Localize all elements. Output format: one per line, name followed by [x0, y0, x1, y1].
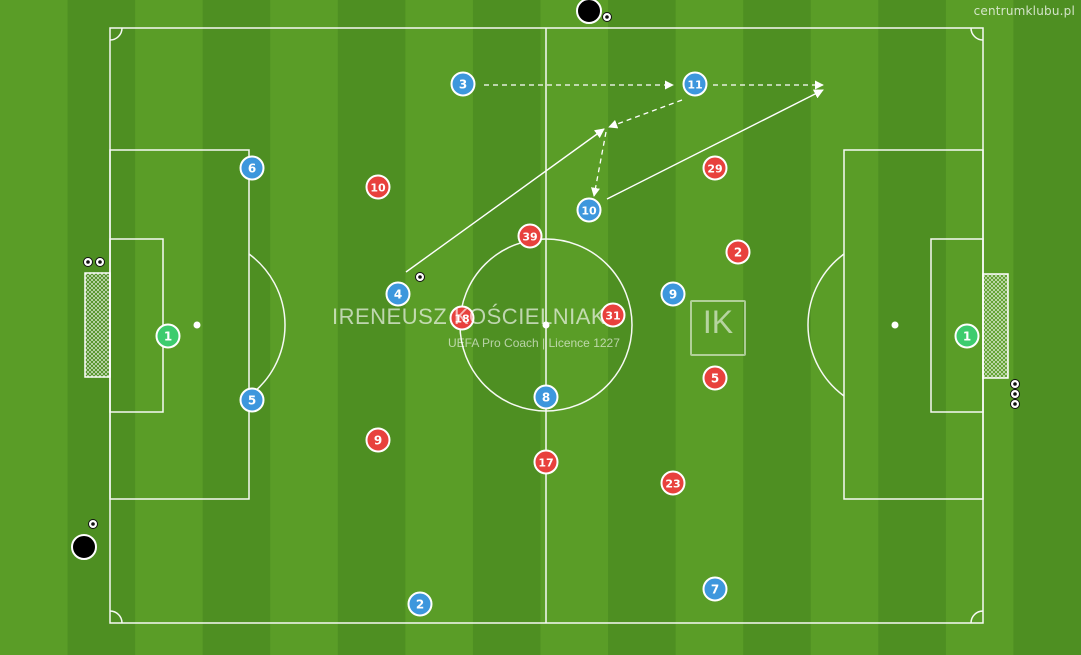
- red-player-9-token: [365, 427, 391, 453]
- blue-player-10-token: [576, 197, 602, 223]
- red-player-39-token: [517, 223, 543, 249]
- goalkeeper-1[interactable]: 1: [155, 323, 181, 349]
- blue-player-10-number: 10: [581, 205, 597, 218]
- red-player-9-number: 9: [374, 434, 382, 448]
- blue-player-10[interactable]: 10: [576, 197, 602, 223]
- ball-icon: [1010, 389, 1020, 399]
- blue-player-11-token: [682, 71, 708, 97]
- site-label[interactable]: centrumklubu.pl: [973, 4, 1075, 18]
- blue-player-7-number: 7: [711, 583, 719, 597]
- ball-icon: [1010, 399, 1020, 409]
- blue-player-6[interactable]: 6: [239, 155, 265, 181]
- red-player-39[interactable]: 39: [517, 223, 543, 249]
- red-player-9[interactable]: 9: [365, 427, 391, 453]
- run-arrow-icon: [405, 89, 824, 273]
- red-player-23-token: [660, 470, 686, 496]
- blue-player-4-number: 4: [394, 288, 402, 302]
- goal-net-icon: [84, 272, 111, 378]
- blue-player-8-token: [533, 384, 559, 410]
- watermark-logo-frame: [690, 300, 746, 356]
- cone-icon: [576, 0, 602, 24]
- red-player-2[interactable]: 2: [725, 239, 751, 265]
- watermark-logo: IK: [702, 304, 734, 340]
- blue-player-9-token: [660, 281, 686, 307]
- coach-watermark: IRENEUSZ KOŚCIELNIAK UEFA Pro Coach | Li…: [320, 300, 760, 370]
- blue-player-8[interactable]: 8: [533, 384, 559, 410]
- red-player-10-number: 10: [370, 182, 386, 195]
- red-player-31-token: [600, 302, 626, 328]
- goalkeeper-1-number: 1: [164, 330, 172, 344]
- blue-player-11-number: 11: [687, 79, 702, 92]
- red-player-18-number: 18: [454, 313, 469, 326]
- red-player-23[interactable]: 23: [660, 470, 686, 496]
- blue-player-9-number: 9: [669, 288, 677, 302]
- blue-player-5[interactable]: 5: [239, 387, 265, 413]
- red-player-17[interactable]: 17: [533, 449, 559, 475]
- blue-player-2-token: [407, 591, 433, 617]
- red-player-18-token: [449, 305, 475, 331]
- blue-player-6-number: 6: [248, 162, 256, 176]
- ball-icon: [88, 519, 98, 529]
- blue-player-7-token: [702, 576, 728, 602]
- blue-player-11[interactable]: 11: [682, 71, 708, 97]
- red-player-18[interactable]: 18: [449, 305, 475, 331]
- red-player-31-number: 31: [605, 310, 620, 323]
- red-player-29[interactable]: 29: [702, 155, 728, 181]
- goalkeeper-2[interactable]: 1: [954, 323, 980, 349]
- red-player-31[interactable]: 31: [600, 302, 626, 328]
- red-player-10[interactable]: 10: [365, 174, 391, 200]
- goalkeeper-1-token: [155, 323, 181, 349]
- ball-icon: [602, 12, 612, 22]
- ball-icon: [415, 272, 425, 282]
- goalkeeper-2-number: 1: [963, 330, 971, 344]
- blue-player-4[interactable]: 4: [385, 281, 411, 307]
- red-player-5-number: 5: [711, 372, 719, 386]
- blue-player-5-number: 5: [248, 394, 256, 408]
- red-player-2-number: 2: [734, 246, 742, 260]
- balls-group: [83, 12, 1020, 529]
- blue-player-2-number: 2: [416, 598, 424, 612]
- blue-player-6-token: [239, 155, 265, 181]
- ball-icon: [83, 257, 93, 267]
- red-player-2-token: [725, 239, 751, 265]
- red-player-39-number: 39: [522, 231, 537, 244]
- blue-player-3-number: 3: [459, 78, 467, 92]
- goal-net-icon: [982, 273, 1009, 379]
- ball-icon: [95, 257, 105, 267]
- red-player-10-token: [365, 174, 391, 200]
- blue-player-5-token: [239, 387, 265, 413]
- red-player-17-token: [533, 449, 559, 475]
- blue-player-8-number: 8: [542, 391, 550, 405]
- red-player-29-number: 29: [707, 163, 722, 176]
- red-player-17-number: 17: [538, 457, 553, 470]
- goalkeeper-2-token: [954, 323, 980, 349]
- watermark-name: IRENEUSZ KOŚCIELNIAK: [332, 304, 607, 329]
- blue-player-3[interactable]: 3: [450, 71, 476, 97]
- blue-player-7[interactable]: 7: [702, 576, 728, 602]
- blue-player-2[interactable]: 2: [407, 591, 433, 617]
- watermark-subtitle: UEFA Pro Coach | Licence 1227: [448, 336, 620, 350]
- red-player-5[interactable]: 5: [702, 365, 728, 391]
- red-player-23-number: 23: [665, 478, 680, 491]
- blue-player-4-token: [385, 281, 411, 307]
- cone-icon: [71, 534, 97, 560]
- red-player-5-token: [702, 365, 728, 391]
- ball-icon: [1010, 379, 1020, 389]
- pass-arrow-icon: [484, 80, 824, 197]
- red-player-29-token: [702, 155, 728, 181]
- pitch-spots: [193, 321, 899, 329]
- blue-player-9[interactable]: 9: [660, 281, 686, 307]
- blue-player-3-token: [450, 71, 476, 97]
